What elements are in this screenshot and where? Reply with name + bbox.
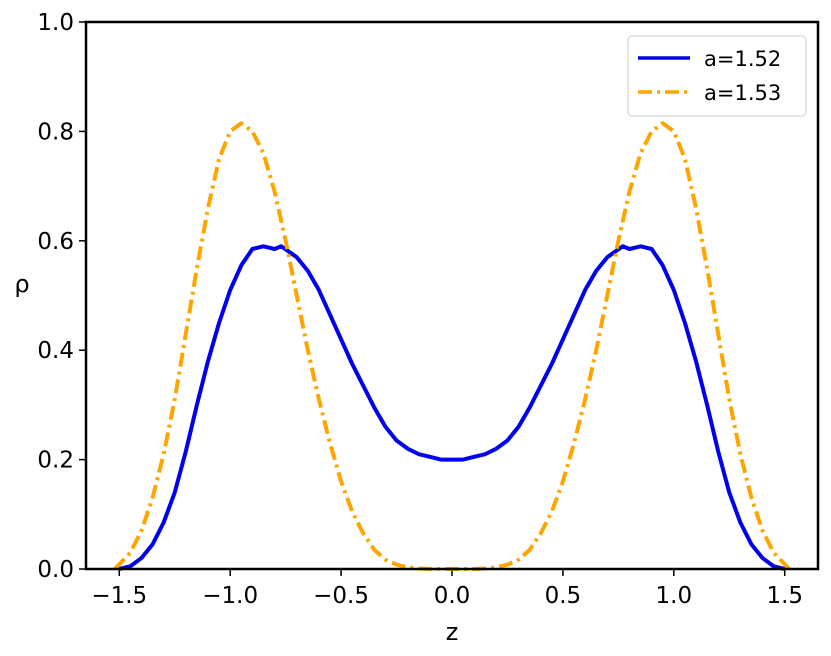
series-layer bbox=[113, 121, 791, 571]
y-axis-ticks: 0.0 0.2 0.4 0.6 0.8 1.0 bbox=[37, 10, 86, 583]
y-tick-label: 0.8 bbox=[37, 119, 74, 145]
x-tick-label: 1.5 bbox=[766, 583, 803, 609]
legend-label-a153: a=1.53 bbox=[704, 81, 781, 105]
x-tick-label: −1.0 bbox=[202, 583, 258, 609]
legend-label-a152: a=1.52 bbox=[704, 47, 781, 71]
x-tick-label: 1.0 bbox=[656, 583, 693, 609]
series-line-a152 bbox=[118, 244, 786, 571]
plot-frame bbox=[84, 20, 820, 571]
legend: a=1.52 a=1.53 bbox=[627, 35, 807, 117]
legend-box bbox=[627, 35, 807, 117]
x-axis-ticks: −1.5 −1.0 −0.5 0.0 0.5 1.0 1.5 bbox=[91, 569, 803, 609]
x-tick-label: 0.0 bbox=[434, 583, 471, 609]
y-tick-label: 0.0 bbox=[37, 557, 74, 583]
x-tick-label: −1.5 bbox=[91, 583, 147, 609]
x-tick-label: 0.5 bbox=[545, 583, 582, 609]
x-axis-label: z bbox=[446, 618, 459, 646]
y-tick-label: 0.2 bbox=[37, 448, 74, 474]
y-axis-label: ρ bbox=[14, 270, 29, 298]
x-tick-label: −0.5 bbox=[313, 583, 369, 609]
y-tick-label: 1.0 bbox=[37, 10, 74, 36]
series-line-a153 bbox=[113, 121, 791, 571]
y-tick-label: 0.6 bbox=[37, 229, 74, 255]
y-tick-label: 0.4 bbox=[37, 338, 74, 364]
